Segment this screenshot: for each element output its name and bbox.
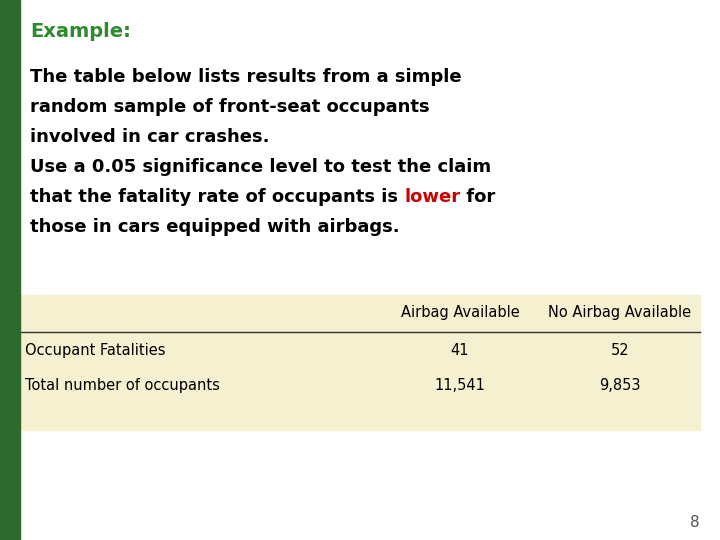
Text: that the fatality rate of occupants is: that the fatality rate of occupants is bbox=[30, 188, 404, 206]
Bar bbox=[20, 295, 700, 430]
Text: those in cars equipped with airbags.: those in cars equipped with airbags. bbox=[30, 218, 400, 236]
Text: 41: 41 bbox=[451, 343, 469, 358]
Text: 52: 52 bbox=[611, 343, 629, 358]
Text: 9,853: 9,853 bbox=[599, 378, 641, 393]
Text: involved in car crashes.: involved in car crashes. bbox=[30, 128, 269, 146]
Text: for: for bbox=[460, 188, 495, 206]
Bar bbox=[0, 0, 20, 540]
Text: Example:: Example: bbox=[30, 22, 131, 41]
Text: 11,541: 11,541 bbox=[435, 378, 485, 393]
Text: Use a 0.05 significance level to test the claim: Use a 0.05 significance level to test th… bbox=[30, 158, 491, 176]
Text: Airbag Available: Airbag Available bbox=[400, 305, 519, 320]
Text: The table below lists results from a simple: The table below lists results from a sim… bbox=[30, 68, 462, 86]
Text: Occupant Fatalities: Occupant Fatalities bbox=[25, 343, 166, 358]
Text: lower: lower bbox=[404, 188, 460, 206]
Text: random sample of front-seat occupants: random sample of front-seat occupants bbox=[30, 98, 430, 116]
Text: 8: 8 bbox=[690, 515, 700, 530]
Text: No Airbag Available: No Airbag Available bbox=[549, 305, 692, 320]
Text: Total number of occupants: Total number of occupants bbox=[25, 378, 220, 393]
